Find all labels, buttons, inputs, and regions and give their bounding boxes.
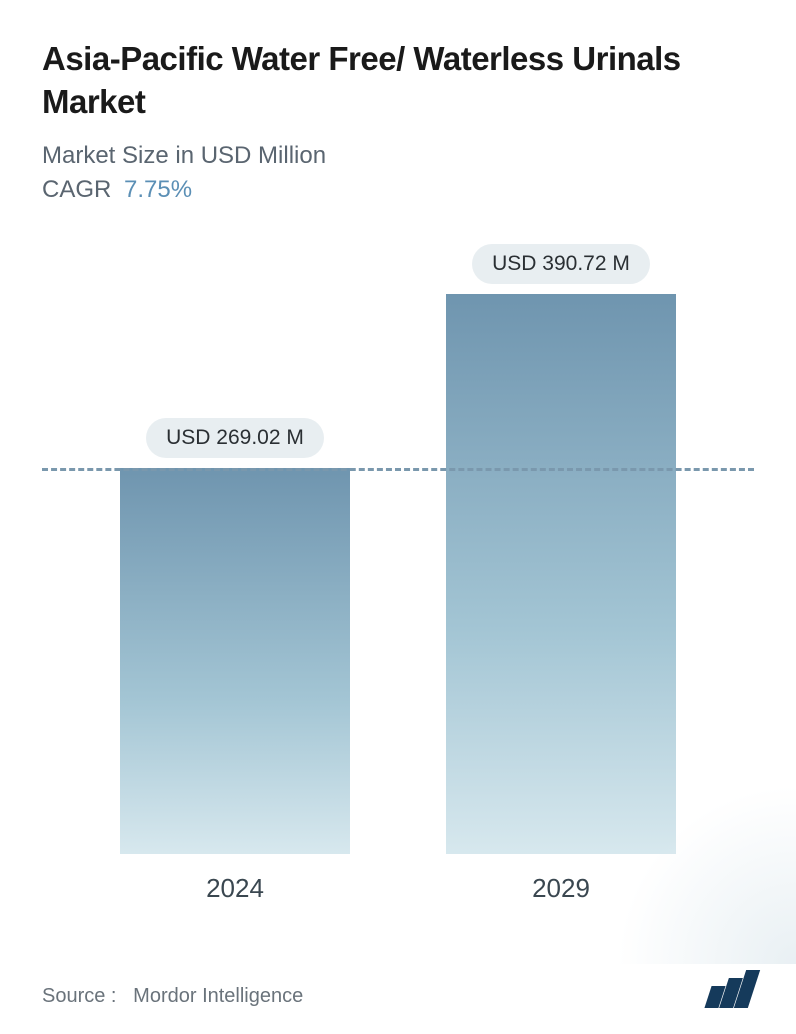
cagr-line: CAGR 7.75% (42, 176, 754, 204)
cagr-label: CAGR (42, 176, 111, 203)
bars-wrapper: USD 269.02 M USD 390.72 M (42, 244, 754, 854)
cagr-value: 7.75% (124, 176, 192, 203)
chart-container: Asia-Pacific Water Free/ Waterless Urina… (0, 0, 796, 1034)
x-axis-labels: 2024 2029 (42, 873, 754, 904)
chart-title: Asia-Pacific Water Free/ Waterless Urina… (42, 38, 754, 124)
mordor-logo-icon (708, 970, 754, 1008)
source-label: Source : (42, 985, 116, 1007)
bar-0 (120, 468, 350, 854)
chart-plot-area: USD 269.02 M USD 390.72 M 2024 2029 (42, 244, 754, 904)
bar-group-1: USD 390.72 M (446, 244, 676, 854)
x-label-1: 2029 (446, 873, 676, 904)
value-badge-0: USD 269.02 M (146, 418, 324, 458)
bar-group-0: USD 269.02 M (120, 418, 350, 854)
reference-dashed-line (42, 468, 754, 471)
bar-1 (446, 294, 676, 854)
x-label-0: 2024 (120, 873, 350, 904)
source-text: Source : Mordor Intelligence (42, 985, 303, 1008)
chart-subtitle: Market Size in USD Million (42, 142, 754, 170)
source-name: Mordor Intelligence (133, 985, 303, 1007)
value-badge-1: USD 390.72 M (472, 244, 650, 284)
chart-footer: Source : Mordor Intelligence (42, 970, 754, 1008)
